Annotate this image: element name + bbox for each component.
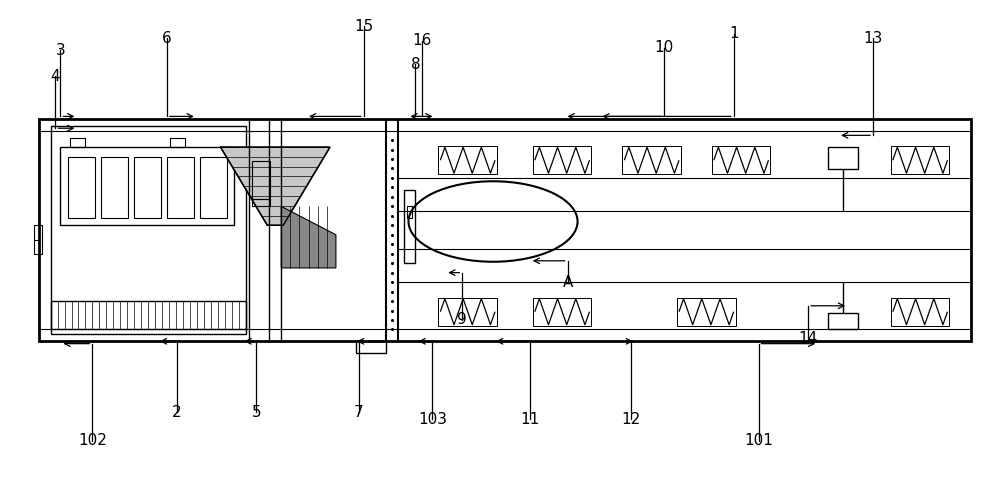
Bar	[70, 137, 85, 147]
Text: A: A	[562, 274, 573, 290]
Bar	[252, 161, 270, 199]
Bar	[407, 206, 412, 218]
Text: 4: 4	[51, 68, 60, 84]
Text: 101: 101	[744, 433, 773, 448]
Bar	[677, 298, 736, 326]
Bar	[622, 146, 681, 174]
Bar	[438, 146, 497, 174]
Text: 102: 102	[78, 433, 107, 448]
Text: 16: 16	[413, 33, 432, 48]
Bar	[34, 225, 42, 254]
Text: 14: 14	[799, 331, 818, 346]
Bar	[39, 119, 971, 342]
Bar	[828, 313, 858, 330]
Bar	[533, 146, 591, 174]
Polygon shape	[281, 206, 336, 268]
Bar	[356, 342, 386, 353]
Text: 15: 15	[354, 19, 373, 34]
Text: 6: 6	[162, 31, 172, 46]
Bar	[68, 157, 95, 218]
Text: 5: 5	[252, 405, 261, 420]
Text: 13: 13	[863, 31, 883, 46]
Bar	[438, 298, 497, 326]
Text: 8: 8	[411, 57, 420, 72]
Bar	[200, 157, 227, 218]
Bar	[404, 190, 415, 263]
Bar	[60, 147, 234, 225]
Text: 9: 9	[457, 312, 467, 328]
Text: 2: 2	[172, 405, 182, 420]
Bar	[891, 298, 949, 326]
Text: 7: 7	[354, 405, 364, 420]
Text: 10: 10	[654, 40, 674, 55]
Bar	[533, 298, 591, 326]
Bar	[252, 199, 270, 206]
Bar	[51, 301, 246, 330]
Polygon shape	[221, 147, 330, 225]
Text: 1: 1	[729, 26, 739, 41]
Bar	[891, 146, 949, 174]
Text: 11: 11	[520, 412, 539, 427]
Bar	[828, 147, 858, 170]
Bar	[101, 157, 128, 218]
Bar	[167, 157, 194, 218]
Bar	[712, 146, 770, 174]
Bar	[134, 157, 161, 218]
Bar	[51, 126, 246, 334]
Text: 3: 3	[56, 43, 65, 57]
Text: 103: 103	[418, 412, 447, 427]
Text: 12: 12	[622, 412, 641, 427]
Bar	[170, 137, 185, 147]
